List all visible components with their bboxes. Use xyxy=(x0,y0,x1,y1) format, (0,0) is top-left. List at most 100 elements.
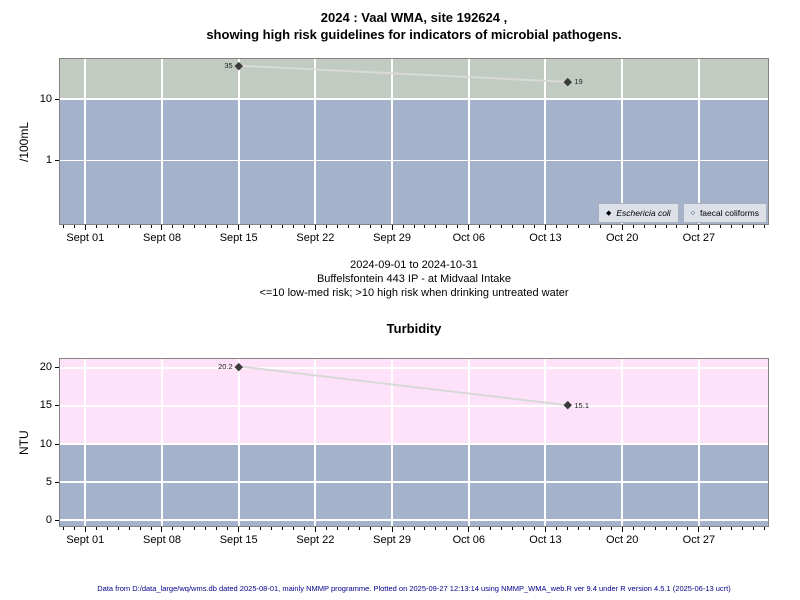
x-axis-major-tick xyxy=(391,225,393,230)
x-axis-minor-tick xyxy=(654,527,656,530)
x-axis-minor-tick xyxy=(523,225,525,228)
x-axis-minor-tick xyxy=(742,527,744,530)
gridline-vertical xyxy=(160,58,163,225)
x-axis-minor-tick xyxy=(172,225,174,228)
main-title-line1: 2024 : Vaal WMA, site 192624 , xyxy=(320,10,508,25)
x-axis-minor-tick xyxy=(577,527,579,530)
gridline-horizontal xyxy=(59,519,769,521)
x-axis-minor-tick xyxy=(654,225,656,228)
x-axis-minor-tick xyxy=(424,225,426,228)
x-axis-major-tick xyxy=(238,527,240,532)
x-axis-minor-tick xyxy=(479,225,481,228)
x-axis-minor-tick xyxy=(303,225,305,228)
legend-item: ◆ Eschericia coli xyxy=(597,203,679,223)
gridline-vertical xyxy=(237,58,240,225)
x-axis-minor-tick xyxy=(731,527,733,530)
gridline-vertical xyxy=(391,358,394,527)
gridline-horizontal xyxy=(59,367,769,369)
series-line-layer xyxy=(238,64,568,83)
x-axis-tick-label: Sept 29 xyxy=(373,534,412,546)
y-axis-tick-label: 15 xyxy=(39,399,52,412)
x-axis-minor-tick xyxy=(380,527,382,530)
x-axis-minor-tick xyxy=(534,225,536,228)
x-axis-tick-label: Oct 20 xyxy=(605,232,639,244)
x-axis-minor-tick xyxy=(523,527,525,530)
x-axis-minor-tick xyxy=(566,527,568,530)
gridline-horizontal xyxy=(59,159,769,162)
y-axis-tick-label: 5 xyxy=(45,475,52,488)
legend-item: ○ faecal coliforms xyxy=(682,203,767,223)
x-axis-minor-tick xyxy=(610,225,612,228)
footer-note: Data from D:/data_large/wq/wms.db dated … xyxy=(97,584,731,593)
x-axis-tick-label: Oct 20 xyxy=(605,534,639,546)
x-axis-minor-tick xyxy=(424,527,426,530)
gridline-vertical xyxy=(84,58,87,225)
x-axis-minor-tick xyxy=(764,527,766,530)
main-title: 2024 : Vaal WMA, site 192624 , showing h… xyxy=(59,9,769,43)
x-axis-minor-tick xyxy=(380,225,382,228)
x-axis-major-tick xyxy=(468,225,470,230)
x-axis-minor-tick xyxy=(128,225,130,228)
gridline-horizontal xyxy=(59,443,769,445)
gridline-vertical xyxy=(237,358,240,527)
x-axis-minor-tick xyxy=(73,225,75,228)
faecal-coliforms-marker-icon: ○ xyxy=(690,209,695,217)
x-axis-major-tick xyxy=(698,527,700,532)
x-axis-minor-tick xyxy=(512,225,514,228)
x-axis-minor-tick xyxy=(194,225,196,228)
gridline-vertical xyxy=(467,58,470,225)
x-axis-minor-tick xyxy=(742,225,744,228)
turbidity-plot: Sept 01 Sept 08 Sept 15 Sept 22 Sept 29 Oct 0… xyxy=(40,358,769,546)
x-axis-minor-tick xyxy=(325,225,327,228)
x-axis-minor-tick xyxy=(577,225,579,228)
x-axis-minor-tick xyxy=(413,527,415,530)
legend-item-label: Eschericia coli xyxy=(616,208,671,218)
x-axis-major-tick xyxy=(84,225,86,230)
x-axis-minor-tick xyxy=(588,225,590,228)
x-axis-minor-tick xyxy=(720,225,722,228)
high-risk-band xyxy=(59,358,769,445)
x-axis-minor-tick xyxy=(534,527,536,530)
x-axis-minor-tick xyxy=(764,225,766,228)
gridline-vertical xyxy=(84,358,87,527)
x-axis-minor-tick xyxy=(753,225,755,228)
x-axis-minor-tick xyxy=(139,527,141,530)
subtitle-block: 2024-09-01 to 2024-10-31 Buffelsfontein … xyxy=(59,258,769,300)
x-axis-minor-tick xyxy=(282,527,284,530)
y-axis-tick xyxy=(55,519,59,521)
x-axis-minor-tick xyxy=(687,225,689,228)
data-point-label: 15.1 xyxy=(574,400,589,410)
x-axis-minor-tick xyxy=(446,225,448,228)
x-axis-minor-tick xyxy=(446,527,448,530)
date-range-text: 2024-09-01 to 2024-10-31 xyxy=(350,259,478,271)
x-axis-tick-label: Sept 15 xyxy=(219,232,258,244)
x-axis-minor-tick xyxy=(227,527,229,530)
x-axis-minor-tick xyxy=(435,527,437,530)
y-axis-label-microbial: /100mL xyxy=(17,121,31,162)
x-axis-minor-tick xyxy=(632,527,634,530)
x-axis-minor-tick xyxy=(512,527,514,530)
x-axis-minor-tick xyxy=(479,527,481,530)
x-axis-minor-tick xyxy=(95,527,97,530)
series-line xyxy=(238,365,568,407)
x-axis-minor-tick xyxy=(599,225,601,228)
gridline-vertical xyxy=(697,58,700,225)
x-axis-minor-tick xyxy=(271,527,273,530)
y-axis-tick xyxy=(55,98,59,100)
x-axis-minor-tick xyxy=(402,527,404,530)
x-axis-minor-tick xyxy=(369,527,371,530)
x-axis-major-tick xyxy=(238,225,240,230)
turbidity-title: Turbidity xyxy=(386,321,442,336)
gridline-vertical xyxy=(544,58,547,225)
x-axis-tick-label: Sept 01 xyxy=(66,534,105,546)
x-axis-minor-tick xyxy=(227,225,229,228)
x-axis-minor-tick xyxy=(194,527,196,530)
x-axis-tick-label: Oct 13 xyxy=(529,534,562,546)
x-axis-minor-tick xyxy=(325,527,327,530)
x-axis-major-tick xyxy=(468,527,470,532)
x-axis-minor-tick xyxy=(117,527,119,530)
x-axis-tick-label: Sept 01 xyxy=(66,232,105,244)
x-axis-tick-label: Oct 06 xyxy=(452,232,485,244)
x-axis-major-tick xyxy=(621,225,623,230)
x-axis-major-tick xyxy=(84,527,86,532)
